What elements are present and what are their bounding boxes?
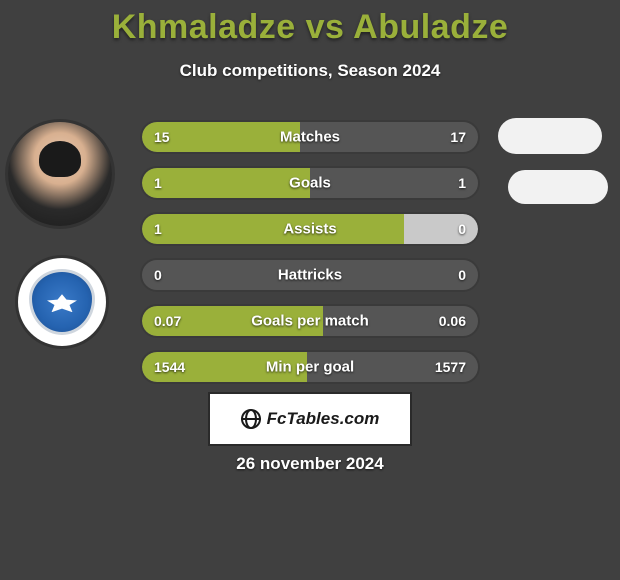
stat-value-left: 1 <box>154 175 162 191</box>
footer-date: 26 november 2024 <box>236 454 383 474</box>
stat-value-left: 1544 <box>154 359 185 375</box>
stat-value-left: 1 <box>154 221 162 237</box>
stat-value-left: 0 <box>154 267 162 283</box>
stat-fill-left <box>142 214 404 244</box>
stat-row-goals-per-match: 0.07 Goals per match 0.06 <box>140 304 480 338</box>
stat-value-right: 0 <box>458 267 466 283</box>
page-subtitle: Club competitions, Season 2024 <box>0 61 620 81</box>
stat-row-hattricks: 0 Hattricks 0 <box>140 258 480 292</box>
globe-icon <box>241 409 261 429</box>
stat-label: Assists <box>283 221 336 238</box>
stat-value-left: 15 <box>154 129 170 145</box>
stat-row-goals: 1 Goals 1 <box>140 166 480 200</box>
player2-pill <box>508 170 608 204</box>
stat-fill-right <box>404 214 478 244</box>
stat-value-right: 0 <box>458 221 466 237</box>
stat-label: Matches <box>280 129 340 146</box>
brand-text: FcTables.com <box>267 409 380 429</box>
stat-label: Min per goal <box>266 359 354 376</box>
stat-label: Goals <box>289 175 331 192</box>
stat-label: Hattricks <box>278 267 342 284</box>
stat-row-assists: 1 Assists 0 <box>140 212 480 246</box>
stat-row-matches: 15 Matches 17 <box>140 120 480 154</box>
stat-label: Goals per match <box>251 313 369 330</box>
stat-value-left: 0.07 <box>154 313 181 329</box>
player1-pill <box>498 118 602 154</box>
brand-badge: FcTables.com <box>208 392 412 446</box>
club-crest-icon <box>29 269 95 335</box>
stat-value-right: 0.06 <box>439 313 466 329</box>
stat-value-right: 17 <box>450 129 466 145</box>
stat-value-right: 1577 <box>435 359 466 375</box>
stat-row-min-per-goal: 1544 Min per goal 1577 <box>140 350 480 384</box>
stats-container: 15 Matches 17 1 Goals 1 1 Assists 0 0 Ha… <box>140 120 480 396</box>
stat-fill-left <box>142 168 310 198</box>
page-title: Khmaladze vs Abuladze <box>0 0 620 47</box>
player1-avatar <box>8 122 112 226</box>
stat-value-right: 1 <box>458 175 466 191</box>
player2-avatar <box>18 258 106 346</box>
